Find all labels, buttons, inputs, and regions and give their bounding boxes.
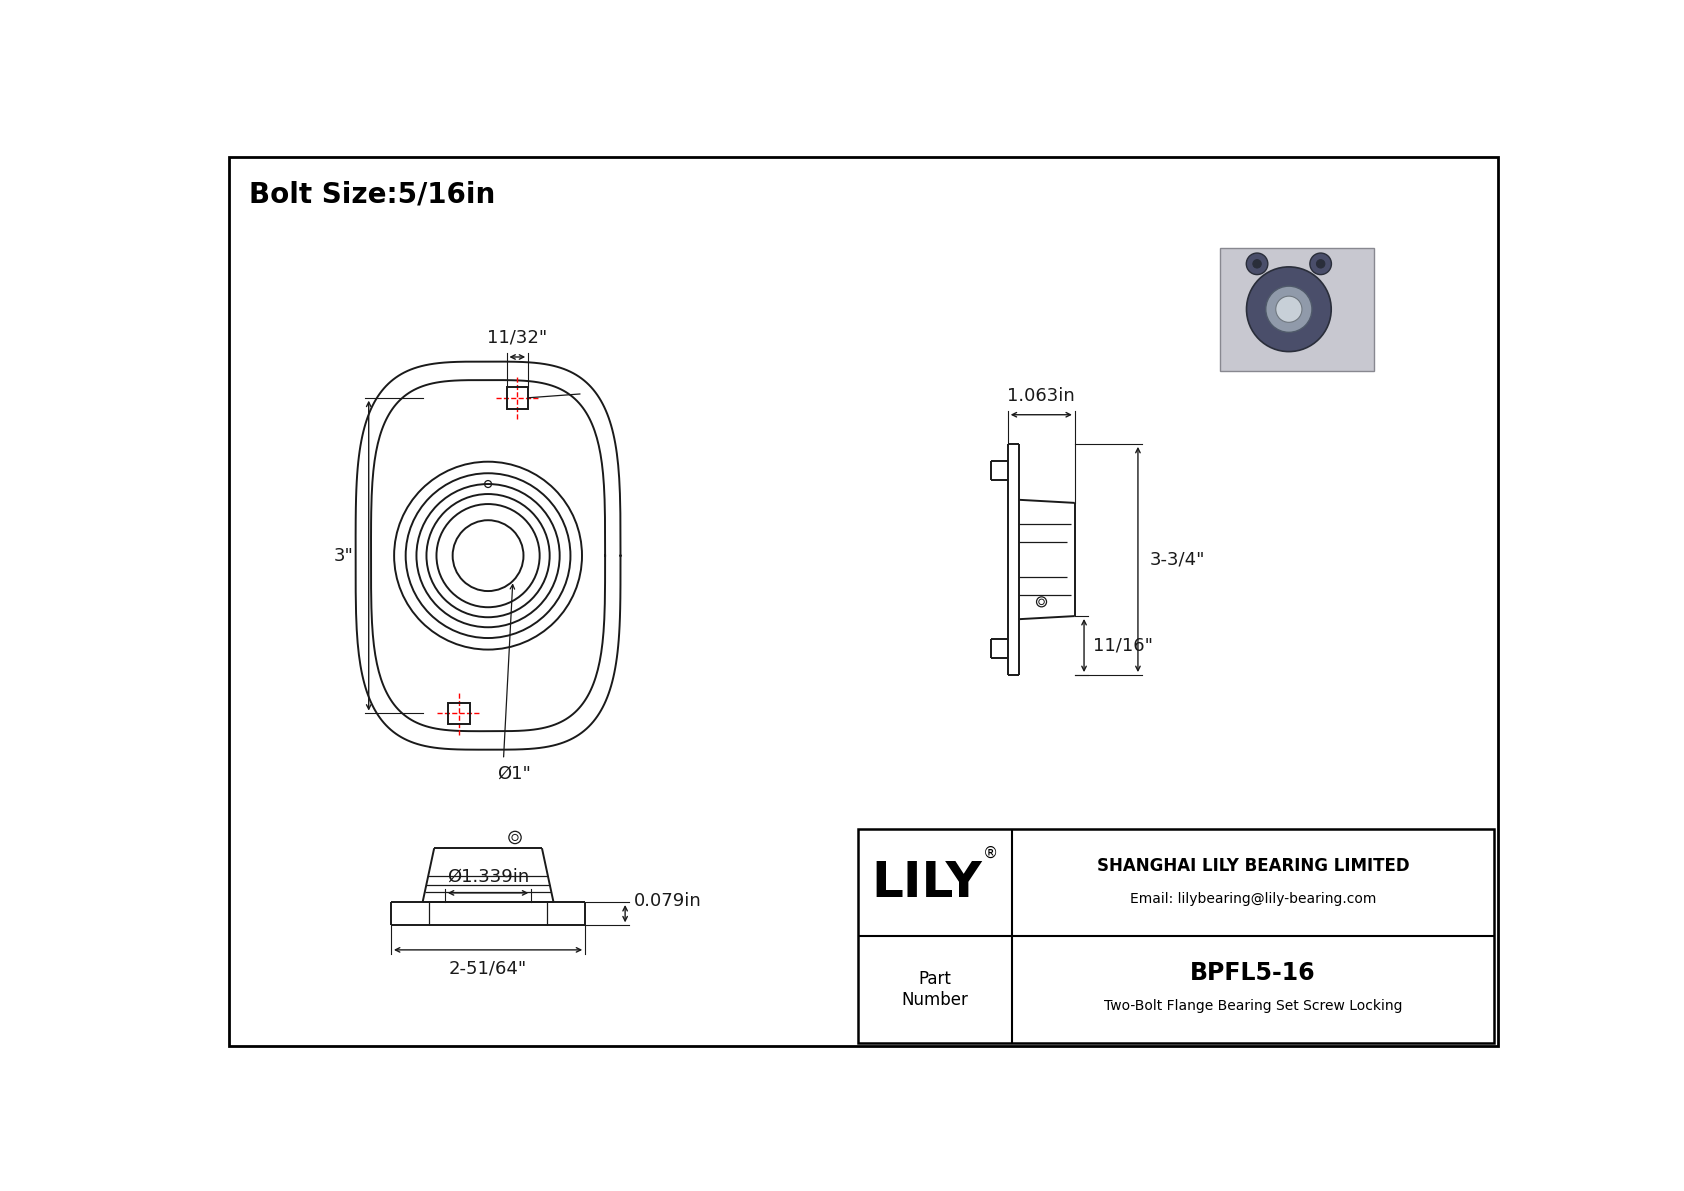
- Text: Bolt Size:5/16in: Bolt Size:5/16in: [249, 181, 495, 208]
- Text: 1.063in: 1.063in: [1007, 387, 1074, 405]
- Text: 2-51/64": 2-51/64": [450, 960, 527, 978]
- Text: BPFL5-16: BPFL5-16: [1191, 961, 1315, 985]
- Circle shape: [1276, 297, 1302, 323]
- Circle shape: [1246, 267, 1332, 351]
- Text: Two-Bolt Flange Bearing Set Screw Locking: Two-Bolt Flange Bearing Set Screw Lockin…: [1103, 999, 1403, 1014]
- Circle shape: [1310, 252, 1332, 275]
- Circle shape: [1246, 252, 1268, 275]
- Bar: [507, 387, 529, 409]
- Bar: [448, 703, 470, 724]
- Text: Ø1.339in: Ø1.339in: [446, 867, 529, 885]
- Bar: [857, 829, 1494, 1043]
- Text: 3": 3": [333, 547, 354, 565]
- Bar: [1219, 248, 1374, 370]
- Text: 11/32": 11/32": [487, 329, 547, 347]
- Text: 3-3/4": 3-3/4": [1150, 550, 1206, 568]
- Text: 0.079in: 0.079in: [635, 892, 702, 910]
- Circle shape: [1317, 260, 1325, 268]
- Text: ®: ®: [982, 846, 997, 861]
- Text: Part
Number: Part Number: [901, 971, 968, 1009]
- Text: Email: lilybearing@lily-bearing.com: Email: lilybearing@lily-bearing.com: [1130, 892, 1376, 906]
- Circle shape: [1253, 260, 1261, 268]
- Text: SHANGHAI LILY BEARING LIMITED: SHANGHAI LILY BEARING LIMITED: [1096, 856, 1410, 874]
- Circle shape: [1266, 286, 1312, 332]
- Text: Ø1": Ø1": [497, 765, 530, 782]
- Text: LILY: LILY: [872, 859, 982, 906]
- Text: 11/16": 11/16": [1093, 636, 1154, 655]
